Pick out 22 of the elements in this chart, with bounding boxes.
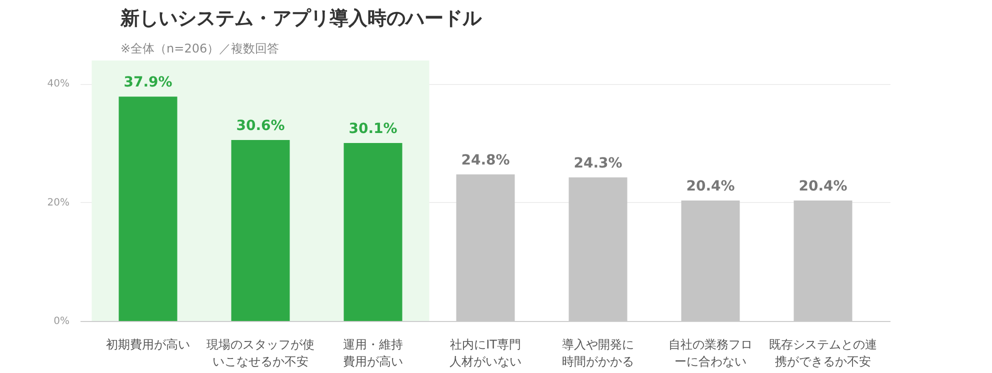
x-tick-label: 運用・維持費用が高い: [343, 338, 403, 368]
x-tick-label: 現場のスタッフが使いこなせるか不安: [206, 338, 314, 368]
data-label: 37.9%: [124, 74, 172, 91]
data-label: 24.8%: [461, 152, 510, 168]
x-tick-label: 既存システムとの連携ができるか不安: [769, 338, 877, 368]
bar: [344, 142, 402, 322]
x-tick-label: 自社の業務フローに合わない: [668, 338, 752, 368]
data-label: 30.6%: [236, 118, 285, 134]
chart-title: 新しいシステム・アプリ導入時のハードル: [120, 8, 482, 30]
x-tick-label: 導入や開発に時間がかかる: [562, 338, 634, 368]
x-tick-label: 初期費用が高い: [106, 338, 190, 352]
y-tick-label: 20%: [47, 197, 70, 208]
data-label: 20.4%: [798, 178, 848, 194]
bar: [231, 140, 290, 322]
data-label: 30.1%: [348, 120, 398, 137]
data-label: 24.3%: [574, 155, 622, 172]
y-tick-label: 40%: [47, 78, 70, 90]
data-label: 20.4%: [686, 178, 735, 194]
x-tick-label: 社内にIT専門人材がいない: [450, 338, 522, 368]
bar: [118, 96, 178, 322]
y-tick-label: 0%: [54, 316, 70, 327]
chart-subtitle: ※全体（n=206）／複数回答: [120, 42, 280, 56]
